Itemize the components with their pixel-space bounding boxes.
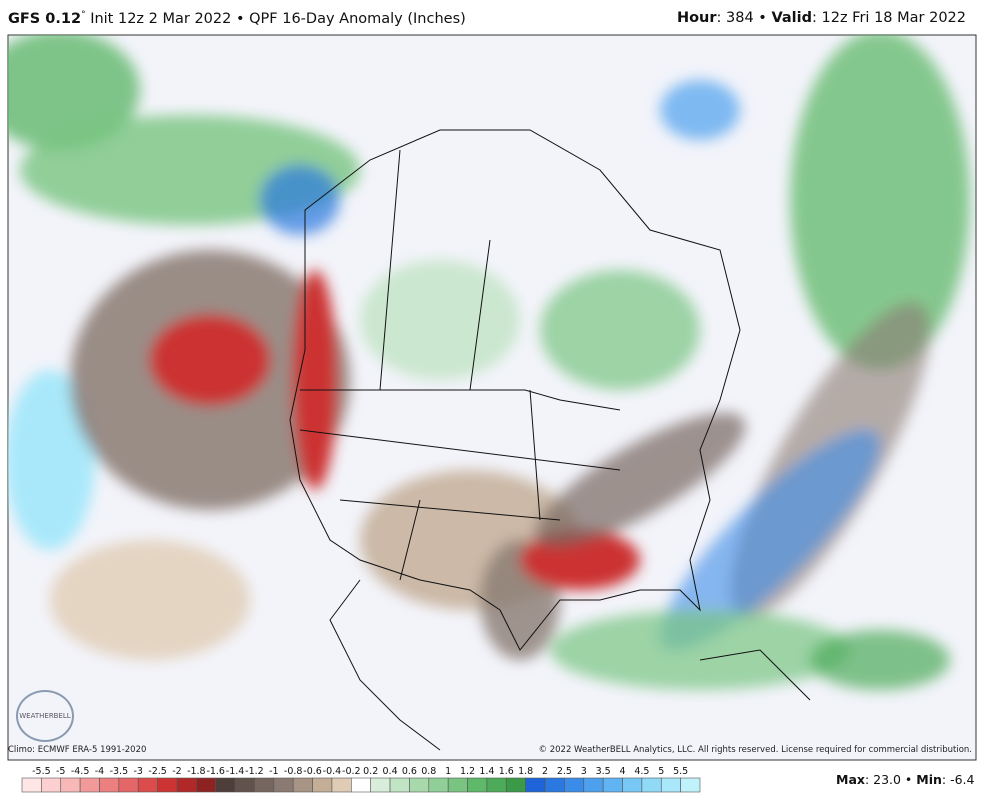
colorbar-cell: [99, 777, 120, 793]
colorbar-cell: [351, 777, 371, 793]
colorbar-label: -1.6: [206, 766, 225, 777]
colorbar-label: -0.2: [342, 766, 361, 777]
colorbar-cell: [428, 777, 449, 793]
colorbar-label: -1.4: [226, 766, 245, 777]
colorbar-cell: [137, 777, 158, 793]
colorbar-label: 0.4: [383, 766, 398, 777]
colorbar-label: -0.8: [284, 766, 303, 777]
colorbar-label: 2.5: [557, 766, 572, 777]
colorbar-cell: [389, 777, 410, 793]
colorbar-label: 1.8: [518, 766, 533, 777]
logo-text: WEATHERBELL: [19, 712, 71, 720]
colorbar-label: -4.5: [71, 766, 90, 777]
colorbar-label: -4: [95, 766, 104, 777]
hour-label: Hour: [676, 10, 717, 26]
colorbar-label: -3: [133, 766, 142, 777]
colorbar-label: 3: [581, 766, 587, 777]
colorbar-cell: [641, 777, 662, 793]
colorbar-label: -0.6: [303, 766, 322, 777]
colorbar-cell: [583, 777, 604, 793]
colorbar-label: 1.6: [499, 766, 514, 777]
colorbar-cell: [505, 777, 526, 793]
colorbar-cell: [234, 777, 255, 793]
colorbar-label: -0.4: [323, 766, 342, 777]
colorbar-cell: [176, 777, 197, 793]
colorbar-label: 5.5: [673, 766, 688, 777]
colorbar-cell: [215, 777, 236, 793]
colorbar-label: -2.5: [148, 766, 167, 777]
colorbar-cell: [447, 777, 468, 793]
colorbar-label: 1: [445, 766, 451, 777]
colorbar-label: 1.2: [460, 766, 475, 777]
colorbar-label: -1.8: [187, 766, 206, 777]
colorbar-cell: [254, 777, 275, 793]
colorbar-cell: [467, 777, 488, 793]
colorbar: -5.5 -5 -4.5 -4 -3.5 -3 -2.5 -2 -1.8 -1.6 -1.4 -1.2…: [21, 766, 701, 793]
colorbar-cell: [118, 777, 139, 793]
colorbar-label: -1: [269, 766, 278, 777]
colorbar-cell: [409, 777, 430, 793]
colorbar-cell: [292, 777, 313, 793]
degree: °: [81, 10, 86, 20]
colorbar-cell: [486, 777, 507, 793]
colorbar-cell: [41, 777, 62, 793]
colorbar-cell: [564, 777, 585, 793]
logo: WEATHERBELL: [16, 690, 74, 742]
valid: : 12z Fri 18 Mar 2022: [812, 10, 966, 26]
colorbar-label: 2: [542, 766, 548, 777]
colorbar-label: -5.5: [32, 766, 51, 777]
anomaly-field: [8, 35, 970, 690]
colorbar-cell: [312, 777, 333, 793]
min-label: Min: [916, 772, 942, 787]
colorbar-cell: [60, 777, 81, 793]
stats: Max: 23.0 • Min: -6.4: [836, 772, 974, 787]
valid-label: Valid: [771, 10, 813, 26]
colorbar-cell: [370, 777, 391, 793]
colorbar-cell: [602, 777, 623, 793]
colorbar-cell: [21, 777, 42, 793]
colorbar-label: -3.5: [110, 766, 129, 777]
header-left: GFS 0.12° Init 12z 2 Mar 2022 • QPF 16-D…: [8, 10, 466, 27]
colorbar-cell: [525, 777, 546, 793]
colorbar-label: -1.2: [245, 766, 264, 777]
max: : 23.0 •: [864, 772, 917, 787]
colorbar-cell: [196, 777, 217, 793]
colorbar-cell: [544, 777, 565, 793]
colorbar-label: 3.5: [596, 766, 611, 777]
header-right: Hour: 384 • Valid: 12z Fri 18 Mar 2022: [677, 10, 966, 26]
colorbar-cell: [273, 777, 294, 793]
colorbar-label: -2: [172, 766, 181, 777]
colorbar-cell: [157, 777, 178, 793]
borders: [289, 129, 811, 751]
colorbar-label: 4.5: [634, 766, 649, 777]
colorbar-cell: [79, 777, 100, 793]
colorbar-cell: [680, 777, 701, 793]
colorbar-label: -5: [56, 766, 65, 777]
copyright: © 2022 WeatherBELL Analytics, LLC. All r…: [538, 745, 972, 755]
model: GFS 0.12: [8, 10, 82, 27]
colorbar-label: 5: [658, 766, 664, 777]
colorbar-label: 0.6: [402, 766, 417, 777]
colorbar-cell: [660, 777, 681, 793]
colorbar-label: 0.8: [421, 766, 436, 777]
hour: : 384 •: [716, 10, 772, 26]
run-info: Init 12z 2 Mar 2022 • QPF 16-Day Anomaly…: [90, 10, 466, 27]
max-label: Max: [836, 772, 865, 787]
colorbar-label: 4: [619, 766, 625, 777]
colorbar-label: 1.4: [479, 766, 494, 777]
colorbar-label: 0.2: [363, 766, 378, 777]
colorbar-cell: [622, 777, 643, 793]
climo: Climo: ECMWF ERA-5 1991-2020: [8, 745, 147, 755]
colorbar-cell: [331, 777, 352, 793]
min: : -6.4: [941, 772, 975, 787]
